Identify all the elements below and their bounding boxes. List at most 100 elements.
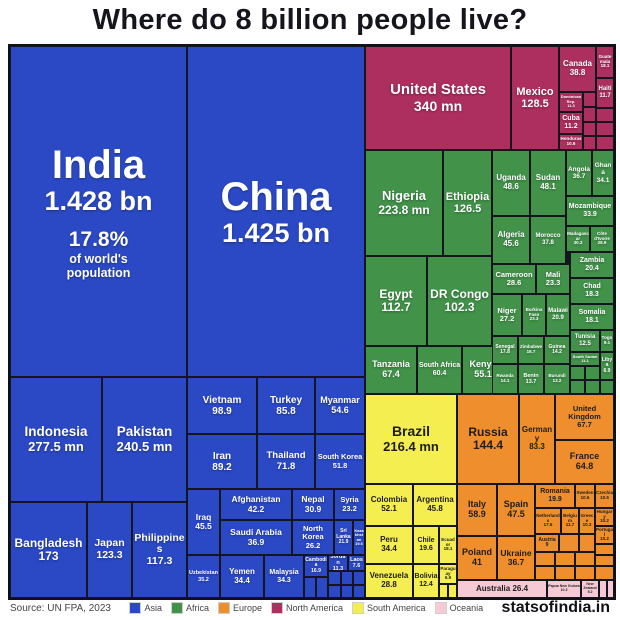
treemap-filler-cell	[575, 552, 595, 566]
treemap-cell-hungary: Hungary 10.2	[595, 508, 614, 526]
country-label: Ecuador	[441, 536, 455, 547]
legend-swatch	[217, 602, 230, 614]
country-label: Guinea	[548, 343, 566, 350]
country-label: Madagascar	[567, 230, 589, 241]
country-label: Uzbekistan	[188, 570, 219, 577]
country-value: 42.2	[247, 503, 265, 514]
treemap-filler-cell	[328, 571, 341, 585]
country-label: Nepal	[301, 494, 325, 505]
country-value: 28.8	[381, 580, 397, 589]
country-value: 34.1	[596, 176, 610, 184]
country-label: Senegal	[495, 343, 515, 350]
country-value: 23.2	[342, 503, 357, 513]
country-value: 128.5	[521, 98, 549, 110]
treemap-cell-usa: United States 340 mn	[365, 46, 511, 150]
treemap-cell-venezuela: Venezuela 28.8	[365, 564, 413, 598]
country-label: Mozambique	[568, 203, 612, 211]
treemap-cell-togo: Togo 9.1	[600, 330, 614, 352]
country-value: 18.1	[585, 317, 599, 324]
treemap-cell-ghana: Ghana 34.1	[592, 150, 614, 196]
country-label: France	[569, 451, 600, 462]
legend-swatch	[129, 602, 142, 614]
treemap-cell-somalia: Somalia 18.1	[570, 304, 614, 330]
legend-swatch	[434, 602, 447, 614]
legend-swatch	[271, 602, 283, 614]
country-value: 45.6	[503, 239, 519, 248]
legend-item-europe: Europe	[217, 602, 262, 614]
country-value: 11.2	[564, 123, 578, 130]
country-label: Sweden	[576, 490, 594, 496]
treemap-cell-guinea: Guinea 14.2	[544, 336, 570, 364]
treemap-cell-morocco: Morocco 37.8	[530, 216, 566, 264]
country-label: Morocco	[535, 233, 561, 240]
legend-label: Europe	[232, 603, 262, 613]
treemap-cell-austria: Austria 9	[535, 534, 559, 552]
treemap-cell-sudan: Sudan 48.1	[530, 150, 566, 216]
treemap-filler-cell	[555, 552, 575, 566]
continent-legend: Asia Africa Europe North America South Ameri…	[111, 602, 502, 614]
country-label: Brazil	[391, 423, 431, 440]
country-label: Iran	[212, 450, 232, 462]
country-label: Burundi	[548, 373, 566, 379]
treemap-filler-cell	[596, 108, 614, 122]
country-label: United States	[390, 81, 486, 99]
country-label: Papua New Guinea 10.3	[548, 584, 580, 592]
country-value: 277.5 mn	[28, 438, 84, 454]
country-label: DR Congo	[430, 286, 489, 301]
country-value: 28.9	[597, 240, 607, 246]
country-value: 58.9	[468, 509, 486, 519]
legend-label: Asia	[144, 603, 162, 613]
country-label: Romania	[540, 488, 570, 496]
treemap-cell-ethiopia: Ethiopia 126.5	[443, 150, 492, 256]
site-credit: statsofindia.in	[501, 599, 610, 616]
country-value: 21.9	[338, 539, 349, 546]
country-value: 7.6	[352, 563, 361, 569]
country-value: 1.425 bn	[221, 217, 331, 248]
country-label: Japan	[94, 537, 125, 550]
treemap-cell-south-sudan: South Sudan 11.1	[570, 352, 600, 366]
country-label: Yemen	[229, 566, 255, 576]
legend-item-south_america: South America	[352, 602, 426, 614]
country-value: 18.1	[600, 63, 610, 69]
treemap-filler-cell	[600, 380, 614, 394]
country-label: Thailand	[266, 450, 306, 462]
country-value: 83.3	[529, 442, 545, 452]
country-value: 55.1	[474, 369, 492, 379]
country-value: 16.7	[526, 349, 536, 354]
country-value: 48.6	[503, 182, 519, 191]
country-value: 41	[471, 557, 482, 567]
country-label: Zambia	[579, 257, 605, 265]
country-label: Honduras	[560, 136, 582, 142]
country-label: Saudi Arabia	[230, 527, 282, 538]
source-note: Source: UN FPA, 2023	[10, 602, 111, 614]
country-label: Sri Lanka	[336, 528, 351, 540]
treemap-cell-sweden: Sweden 10.6	[575, 484, 595, 508]
country-label: Indonesia	[24, 423, 88, 439]
treemap-cell-japan: Japan 123.3	[87, 502, 132, 598]
country-value: 16.9	[311, 567, 321, 574]
treemap-cell-italy: Italy 58.9	[457, 484, 497, 536]
treemap-cell-malaysia: Malaysia 34.3	[264, 555, 304, 598]
country-label: Mali	[545, 269, 561, 279]
treemap-cell-dr-congo: DR Congo 102.3	[427, 256, 492, 346]
treemap-cell-zambia: Zambia 20.4	[570, 252, 614, 278]
country-label: Colombia	[370, 495, 408, 505]
treemap-cell-myanmar: Myanmar 54.6	[315, 377, 365, 434]
country-label: Austria	[538, 536, 556, 543]
treemap-cell-new-zealand: New Zealand 5.2	[581, 580, 599, 598]
country-label: Argentina	[416, 495, 454, 505]
world-share-note: population	[66, 265, 131, 280]
treemap-cell-senegal: Senegal 17.8	[492, 336, 518, 364]
treemap-cell-dominican-republic: Dominican Rep. 11.3	[559, 92, 583, 112]
treemap-filler-cell	[341, 585, 353, 598]
treemap-filler-cell	[599, 580, 607, 598]
country-value: 223.8 mn	[378, 202, 430, 217]
country-value: 33.9	[583, 211, 597, 218]
treemap-cell-philippines: Philippines 117.3	[132, 502, 187, 598]
treemap-cell-vietnam: Vietnam 98.9	[187, 377, 257, 434]
treemap-cell-kazakhstan: Kazakhstan 19.6	[353, 520, 365, 555]
treemap-filler-cell	[341, 571, 353, 585]
country-label: Zimbabwe	[519, 344, 542, 350]
treemap-cell-chad: Chad 18.3	[570, 278, 614, 304]
legend-label: South America	[367, 603, 426, 613]
